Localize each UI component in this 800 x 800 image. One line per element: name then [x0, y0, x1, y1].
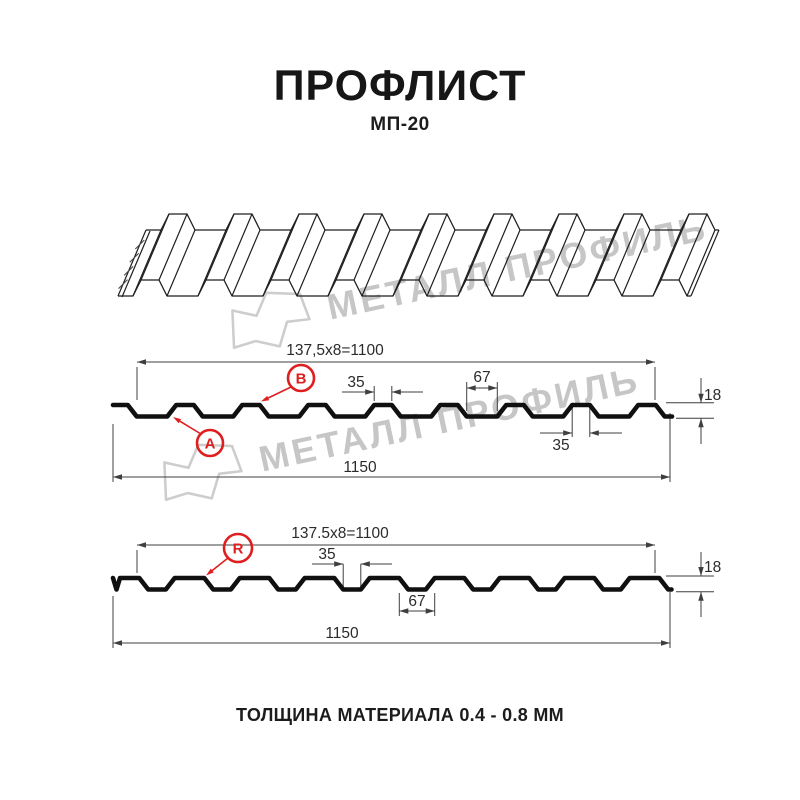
- rib-bottom-width-dim-label: 35: [552, 437, 569, 454]
- sheet-3d-wireframe: [117, 213, 720, 298]
- marker-leader-lines: [206, 557, 229, 576]
- rib-top-width-dim-label: 35: [347, 374, 364, 391]
- valley-width-dim-label: 67: [473, 369, 490, 386]
- profile-outline: [110, 402, 675, 419]
- working-width-dim-label: 137.5x8=1100: [291, 525, 389, 542]
- rib-width-dim-label: 35: [318, 546, 335, 563]
- dimension-lines: [112, 542, 714, 648]
- sheet-3d-drawing: [117, 213, 720, 298]
- height-dim-label: 18: [704, 559, 721, 576]
- profile-outline: [110, 575, 674, 592]
- marker-leader-lines: [173, 386, 292, 435]
- thickness-note: ТОЛЩИНА МАТЕРИАЛА 0.4 - 0.8 ММ: [236, 705, 564, 725]
- profile-section-reverse: 137.5x8=1100 35 67 18 1150 R: [110, 525, 721, 648]
- overall-width-dim-label: 1150: [325, 625, 359, 642]
- profile-model-subtitle: МП-20: [370, 114, 430, 135]
- profile-section-front: 137,5x8=1100 35 67 35 18 1150 В А: [110, 342, 721, 482]
- height-dim-label: 18: [704, 387, 721, 404]
- side-b-marker-circle: [286, 363, 316, 393]
- valley-width-dim-label: 67: [408, 593, 425, 610]
- dimension-lines: [112, 359, 714, 482]
- reverse-marker-circle: [222, 532, 254, 564]
- overall-width-dim-label: 1150: [343, 459, 377, 476]
- working-width-dim-label: 137,5x8=1100: [286, 342, 384, 359]
- side-a-marker-letter: А: [205, 436, 216, 453]
- reverse-marker-letter: R: [233, 541, 244, 558]
- page-title: ПРОФЛИСТ: [273, 62, 527, 110]
- side-b-marker-letter: В: [296, 371, 307, 388]
